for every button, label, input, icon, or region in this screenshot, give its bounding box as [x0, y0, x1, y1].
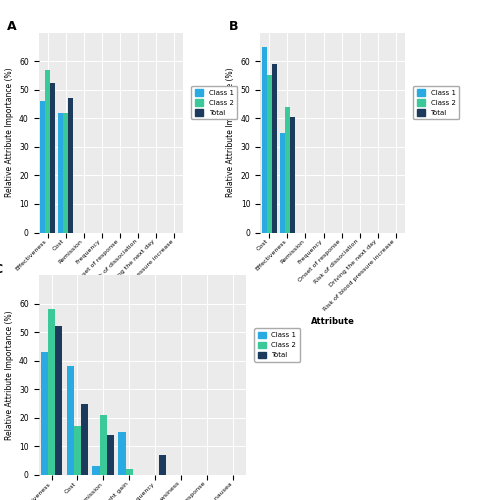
- Bar: [93, 466, 100, 475]
- Bar: [285, 107, 290, 232]
- Bar: [126, 470, 133, 475]
- Bar: [290, 117, 295, 232]
- Bar: [50, 82, 55, 233]
- Bar: [119, 432, 126, 475]
- Y-axis label: Relative Attribute Importance (%): Relative Attribute Importance (%): [4, 68, 13, 198]
- Text: C: C: [0, 263, 2, 276]
- X-axis label: Attribute: Attribute: [89, 318, 133, 326]
- Bar: [58, 112, 63, 232]
- Legend: Class 1, Class 2, Total: Class 1, Class 2, Total: [413, 86, 459, 120]
- Bar: [159, 455, 166, 475]
- Y-axis label: Relative Attribute Importance (%): Relative Attribute Importance (%): [226, 68, 235, 198]
- Bar: [262, 47, 267, 232]
- Bar: [48, 310, 55, 475]
- Y-axis label: Relative Attribute Importance (%): Relative Attribute Importance (%): [4, 310, 13, 440]
- Bar: [45, 70, 50, 232]
- Bar: [67, 366, 74, 475]
- Bar: [40, 101, 45, 232]
- Bar: [63, 112, 68, 232]
- Bar: [74, 426, 81, 475]
- Text: A: A: [7, 20, 16, 34]
- Bar: [107, 435, 114, 475]
- Bar: [40, 352, 48, 475]
- Bar: [55, 326, 62, 475]
- Bar: [68, 98, 73, 232]
- Bar: [81, 404, 88, 475]
- Legend: Class 1, Class 2, Total: Class 1, Class 2, Total: [191, 86, 237, 120]
- Bar: [267, 76, 272, 233]
- Legend: Class 1, Class 2, Total: Class 1, Class 2, Total: [254, 328, 300, 362]
- Bar: [100, 415, 107, 475]
- Bar: [272, 64, 277, 232]
- X-axis label: Attribute: Attribute: [310, 318, 355, 326]
- Text: B: B: [228, 20, 238, 34]
- Bar: [280, 132, 285, 232]
